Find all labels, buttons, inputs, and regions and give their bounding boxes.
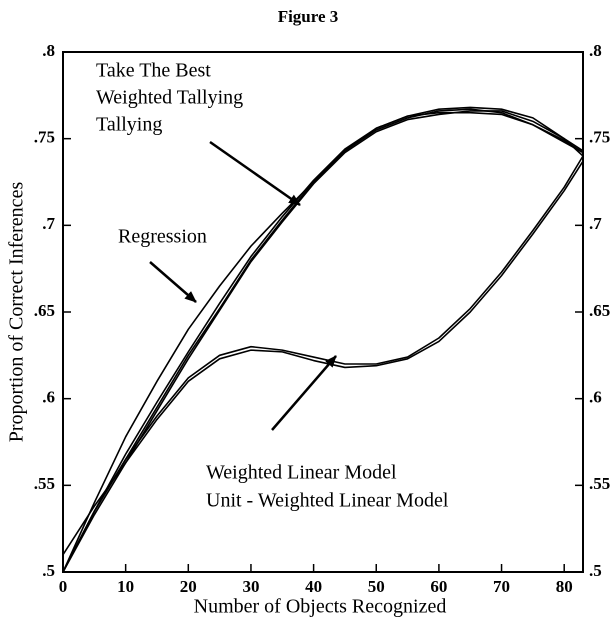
arrow	[271, 355, 337, 431]
x-tick-label: 30	[242, 577, 259, 596]
y-tick-label: .75	[34, 128, 55, 147]
y-tick-label-right: .65	[589, 301, 610, 320]
series-line	[62, 111, 584, 573]
arrow	[149, 261, 197, 303]
chart-title: Figure 3	[278, 7, 339, 26]
y-axis-label: Proportion of Correct Inferences	[6, 182, 28, 443]
y-tick-label: .65	[34, 301, 55, 320]
series-line	[62, 110, 584, 573]
series-label: Weighted Linear Model	[206, 462, 397, 484]
y-tick-label: .5	[42, 561, 55, 580]
y-tick-label-right: .75	[589, 128, 610, 147]
y-tick-label-right: .6	[589, 388, 602, 407]
x-tick-label: 50	[368, 577, 385, 596]
x-tick-label: 10	[117, 577, 134, 596]
y-tick-label-right: .8	[589, 41, 602, 60]
x-tick-label: 40	[305, 577, 322, 596]
x-tick-label: 20	[180, 577, 197, 596]
x-tick-label: 70	[493, 577, 510, 596]
series-label: Regression	[118, 226, 207, 248]
series-label: Weighted Tallying	[96, 87, 243, 109]
series-line	[62, 106, 584, 573]
series-label: Take The Best	[96, 60, 211, 82]
series-line	[62, 160, 584, 556]
y-tick-label-right: .5	[589, 561, 602, 580]
y-tick-label-right: .55	[589, 474, 610, 493]
series-label: Tallying	[96, 114, 162, 136]
y-tick-label: .7	[42, 214, 55, 233]
y-tick-label: .6	[42, 388, 55, 407]
x-axis-label: Number of Objects Recognized	[194, 596, 447, 618]
series-line	[62, 155, 584, 573]
y-tick-label: .55	[34, 474, 55, 493]
y-tick-label: .8	[42, 41, 55, 60]
series-label: Unit - Weighted Linear Model	[206, 490, 449, 512]
y-tick-label-right: .7	[589, 214, 602, 233]
x-tick-label: 80	[556, 577, 573, 596]
x-tick-label: 0	[59, 577, 68, 596]
x-tick-label: 60	[430, 577, 447, 596]
arrow	[209, 140, 301, 207]
